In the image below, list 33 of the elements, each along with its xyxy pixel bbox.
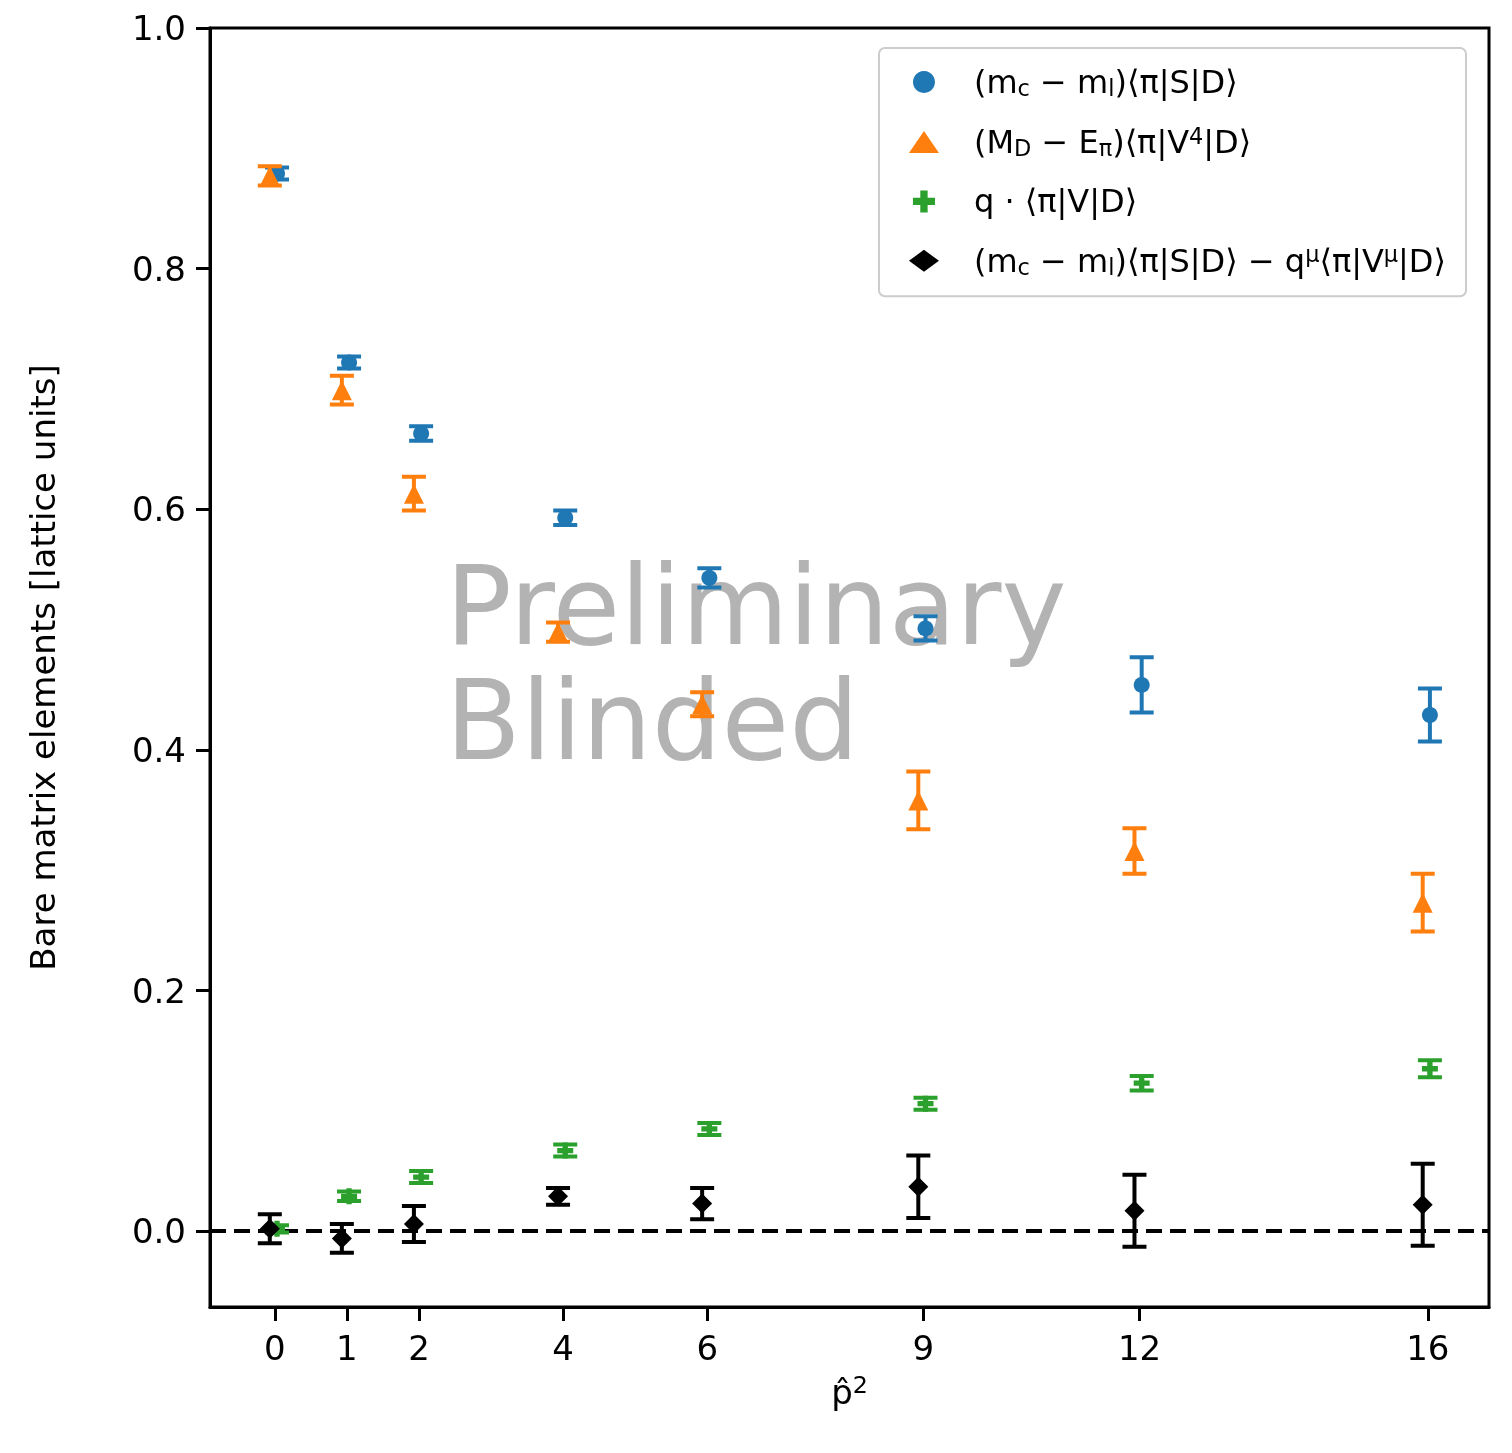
point (1412, 892, 1433, 913)
y-axis-title: Bare matrix elements [lattice units] (23, 364, 63, 971)
annotation: Preliminary Blinded (445, 541, 1067, 785)
x-tick-label: 0 (264, 1328, 286, 1368)
point (331, 380, 352, 401)
y-tick-label: 0.8 (131, 248, 186, 289)
y-tick-label: 0.2 (131, 970, 186, 1011)
x-tick-label: 2 (408, 1328, 430, 1368)
x-tick-label: 16 (1406, 1328, 1450, 1368)
point (1421, 707, 1438, 724)
point (403, 483, 424, 504)
x-tick-label: 9 (912, 1328, 935, 1368)
point (908, 790, 929, 811)
point (557, 1142, 574, 1159)
x-tick-label: 12 (1117, 1328, 1162, 1368)
point (692, 1193, 713, 1214)
y-tick-label: 0.0 (131, 1211, 186, 1252)
point (1133, 676, 1150, 693)
y-tick-label: 1.0 (131, 8, 186, 48)
legend-label: q · ⟨π|V|D⟩ (973, 182, 1138, 221)
y-tick-label: 0.4 (131, 729, 186, 770)
point (917, 1095, 934, 1112)
x-tick-label: 6 (696, 1328, 719, 1368)
x-tick-label: 4 (552, 1328, 574, 1368)
point (908, 1176, 929, 1197)
y-tick-label: 0.6 (131, 489, 186, 530)
point (341, 354, 358, 371)
point (1124, 1200, 1145, 1221)
point (259, 1218, 280, 1239)
x-tick-label: 1 (336, 1328, 358, 1368)
point (1412, 1194, 1433, 1215)
legend-label: (mc − ml)⟨π|S|D⟩ (973, 63, 1238, 101)
point (341, 1188, 358, 1205)
